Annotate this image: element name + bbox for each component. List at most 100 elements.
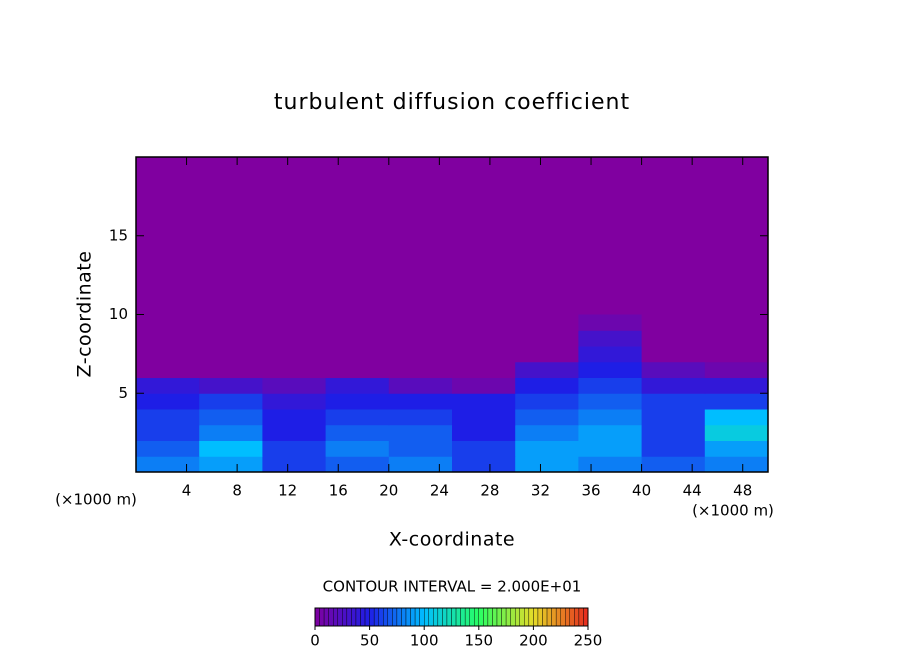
field-cell [641,346,706,363]
colorbar-swatch [565,607,571,627]
field-cell [578,330,643,347]
field-cell [136,456,200,473]
colorbar-swatch [464,607,470,627]
field-cell [578,424,643,441]
field-cell [452,346,516,363]
y-tick-label: 10 [109,305,128,323]
colorbar-swatch [328,607,334,627]
colorbar-swatch [542,607,548,627]
x-tick-label: 12 [278,482,297,500]
field-cell [578,440,643,457]
x-tick-label: 40 [632,482,651,500]
field-cell [452,409,516,426]
field-cell [325,377,390,394]
field-cell [578,393,643,410]
field-cell [388,393,453,410]
field-cell [452,440,516,457]
colorbar-swatch [369,607,375,627]
field-cell [704,456,769,473]
field-cell [641,409,706,426]
field-cell [136,361,200,378]
field-cell [641,361,706,378]
colorbar-swatch [537,607,543,627]
field-cell [325,330,390,347]
y-axis-label: Z-coordinate [74,251,96,378]
field-cell [199,424,263,441]
colorbar-swatch [451,607,457,627]
colorbar-swatch [505,607,511,627]
colorbar-swatch [469,607,475,627]
colorbar-swatch [555,607,561,627]
colorbar-swatch [496,607,502,627]
colorbar-swatch [410,607,416,627]
x-tick-label: 28 [480,482,499,500]
field-cell [199,409,263,426]
field-cell [641,314,706,331]
field-cell [199,377,263,394]
field-cell [136,330,200,347]
colorbar-tick-label: 100 [410,632,439,650]
colorbar-tick-label: 0 [310,632,320,650]
field-cell [388,456,453,473]
field-cell [578,456,643,473]
field-cell [325,314,390,331]
x-unit-label: (×1000 m) [692,502,774,520]
field-cell [262,440,327,457]
field-cell [704,361,769,378]
field-cell [641,330,706,347]
field-cell [136,393,200,410]
field-cell [199,440,263,457]
colorbar-tick-label: 250 [574,632,603,650]
colorbar-swatch [569,607,575,627]
x-unit-label: (×1000 m) [55,491,137,509]
colorbar-tick-label: 50 [360,632,379,650]
field-cell [325,361,390,378]
field-cell [515,314,579,331]
field-cell [452,330,516,347]
colorbar-swatch [533,607,539,627]
colorbar-swatch [314,607,320,627]
colorbar-swatch [578,607,584,627]
x-tick-label: 36 [581,482,600,500]
field-cell [641,440,706,457]
colorbar-swatch [519,607,525,627]
field-cell [515,409,579,426]
field-cell [262,361,327,378]
colorbar-swatch [583,607,589,627]
x-tick-label: 8 [232,482,242,500]
colorbar-frame [314,607,589,627]
field-cell [262,456,327,473]
colorbar-swatch [364,607,370,627]
field-cell [388,440,453,457]
field-cell [199,456,263,473]
colorbar-swatch [460,607,466,627]
field-cell [452,377,516,394]
field-cell [262,330,327,347]
field-cell [704,377,769,394]
field-cell [452,393,516,410]
x-tick-label: 48 [733,482,752,500]
x-tick-label: 32 [531,482,550,500]
colorbar-swatch [546,607,552,627]
field-cell [262,314,327,331]
field-cell [704,440,769,457]
colorbar-swatch [424,607,429,627]
field-cell [262,346,327,363]
field-cell [136,424,200,441]
field-cell [578,409,643,426]
field-cell [262,393,327,410]
colorbar-swatch [333,607,338,627]
x-tick-label: 24 [430,482,449,500]
field-cell [262,377,327,394]
field-cell [515,440,579,457]
field-cell [262,409,327,426]
colorbar-swatch [337,607,343,627]
colorbar-swatch [433,607,439,627]
field-cell [136,377,200,394]
colorbar-swatch [401,607,407,627]
colorbar-swatch [392,607,398,627]
colorbar-swatch [515,607,520,627]
field-cell [704,424,769,441]
field-cell [325,409,390,426]
